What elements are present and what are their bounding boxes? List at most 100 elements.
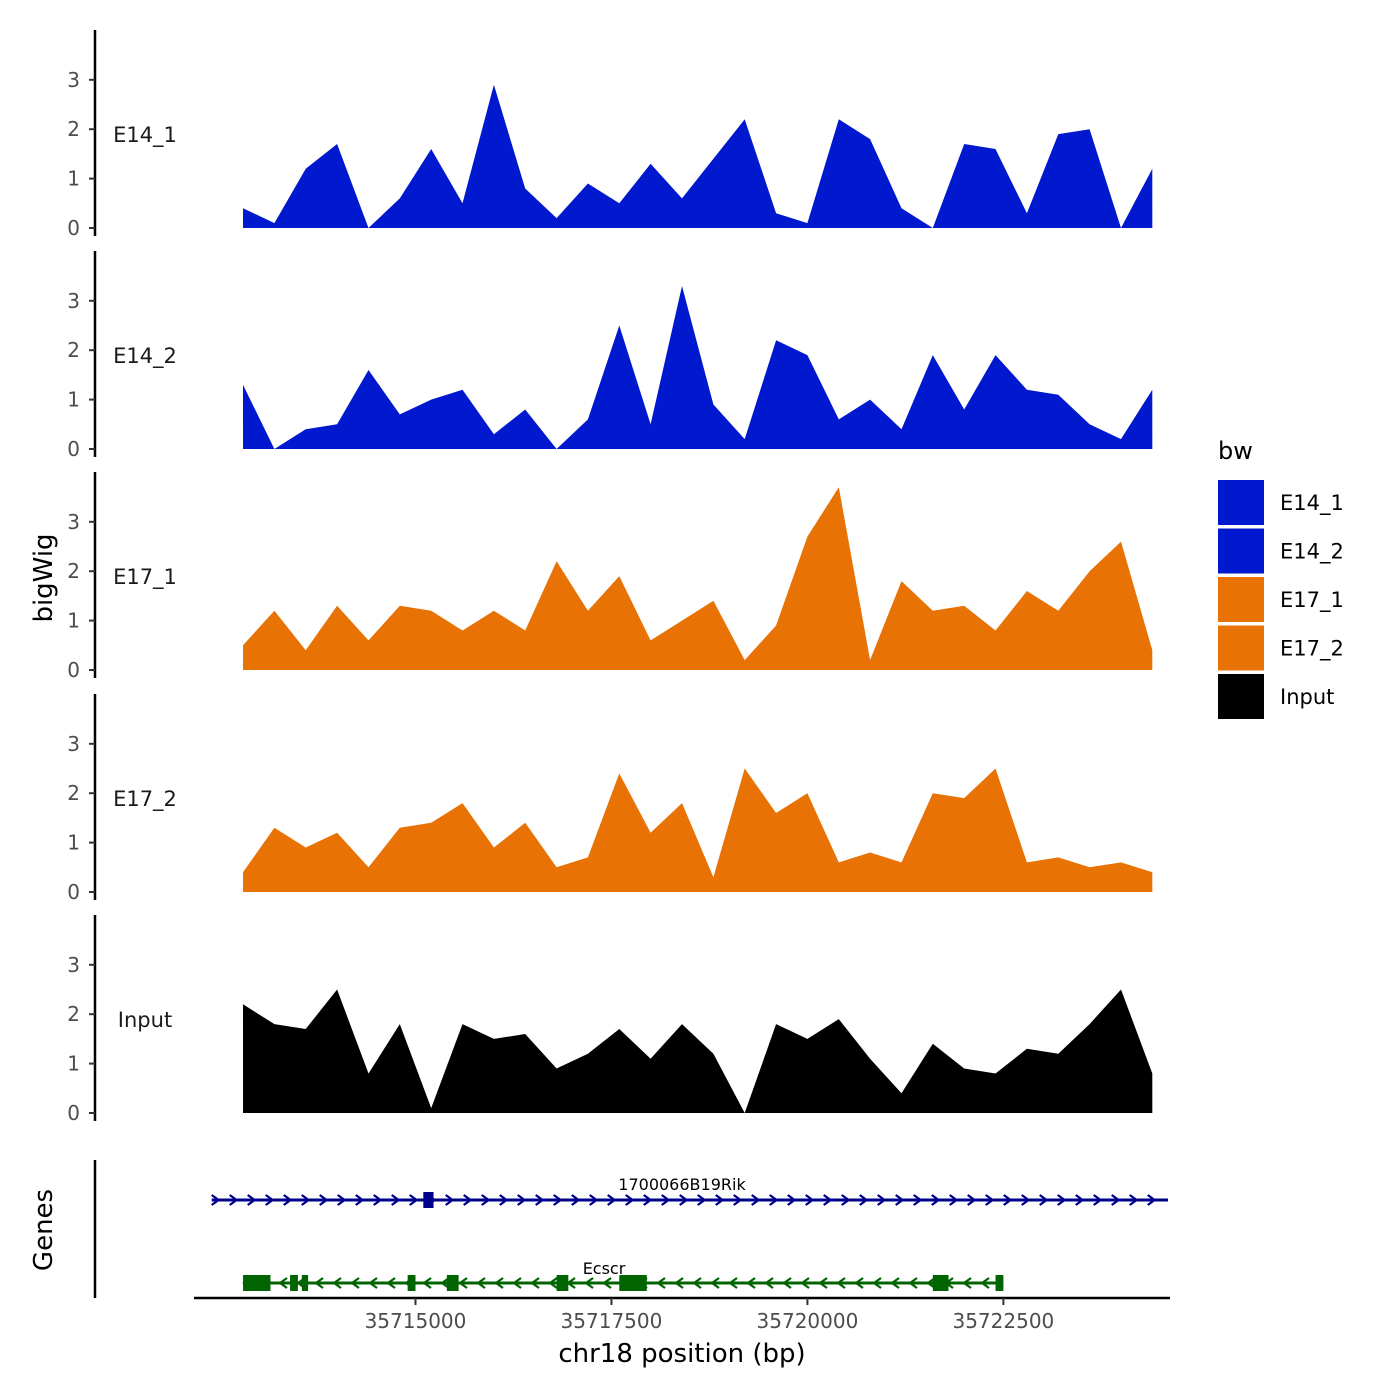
strand-chevron bbox=[926, 1277, 936, 1289]
strand-chevron bbox=[319, 1194, 329, 1206]
strand-chevron bbox=[409, 1194, 419, 1206]
strand-chevron bbox=[422, 1277, 432, 1289]
strand-chevron bbox=[211, 1194, 221, 1206]
exon-block bbox=[995, 1275, 1004, 1291]
strand-chevron bbox=[859, 1194, 869, 1206]
track-panels: 0 1 2 3 E14_1 0 1 2 3 E14_2 0 1 2 3 E17_1 0 1 2 3 E17_2 0 1 2 3… bbox=[67, 30, 1153, 1125]
strand-chevron bbox=[1003, 1194, 1013, 1206]
strand-chevron bbox=[769, 1194, 779, 1206]
strand-chevron bbox=[805, 1194, 815, 1206]
strand-chevron bbox=[895, 1194, 905, 1206]
y-tick-label: 3 bbox=[67, 510, 80, 534]
strand-chevron bbox=[661, 1194, 671, 1206]
y-tick-label: 3 bbox=[67, 68, 80, 92]
track-panel-Input: 0 1 2 3 Input bbox=[67, 915, 1153, 1125]
strand-chevron bbox=[985, 1194, 995, 1206]
strand-chevron bbox=[553, 1194, 563, 1206]
strand-chevron bbox=[949, 1194, 959, 1206]
area-Input bbox=[243, 989, 1153, 1113]
y-axis-title: bigWig bbox=[29, 533, 59, 622]
legend-label: E17_1 bbox=[1280, 588, 1344, 613]
strand-chevron bbox=[602, 1277, 612, 1289]
strand-chevron bbox=[1039, 1194, 1049, 1206]
legend-label: E14_1 bbox=[1280, 491, 1344, 516]
strand-chevron bbox=[841, 1194, 851, 1206]
strand-chevron bbox=[823, 1194, 833, 1206]
y-tick-label: 1 bbox=[67, 1052, 80, 1076]
strand-chevron bbox=[229, 1194, 239, 1206]
strand-chevron bbox=[643, 1194, 653, 1206]
strand-chevron bbox=[368, 1277, 378, 1289]
legend-swatch bbox=[1218, 625, 1264, 671]
strand-chevron bbox=[571, 1194, 581, 1206]
legend-label: E17_2 bbox=[1280, 637, 1344, 662]
strand-chevron bbox=[301, 1194, 311, 1206]
y-tick-label: 1 bbox=[67, 388, 80, 412]
y-tick-label: 0 bbox=[67, 1101, 80, 1125]
legend-item-Input: Input bbox=[1218, 674, 1334, 719]
strand-chevron bbox=[247, 1194, 257, 1206]
legend-swatch bbox=[1218, 528, 1264, 574]
strand-chevron bbox=[931, 1194, 941, 1206]
gene-panel: 1700066B19Rik Ecscr bbox=[93, 1160, 1168, 1298]
legend-item-E17_2: E17_2 bbox=[1218, 625, 1344, 671]
strand-chevron bbox=[1093, 1194, 1103, 1206]
track-label: E14_1 bbox=[113, 123, 177, 148]
strand-chevron bbox=[1147, 1194, 1157, 1206]
track-panel-E14_2: 0 1 2 3 E14_2 bbox=[67, 251, 1153, 461]
strand-chevron bbox=[548, 1277, 558, 1289]
strand-chevron bbox=[800, 1277, 810, 1289]
legend-swatch bbox=[1218, 577, 1264, 622]
gene-1700066B19Rik: 1700066B19Rik bbox=[211, 1175, 1168, 1208]
track-label: E14_2 bbox=[113, 344, 177, 369]
strand-chevron bbox=[1129, 1194, 1139, 1206]
strand-chevron bbox=[355, 1194, 365, 1206]
y-tick-label: 0 bbox=[67, 437, 80, 461]
strand-chevron bbox=[733, 1194, 743, 1206]
x-tick-label: 35722500 bbox=[952, 1309, 1054, 1333]
y-tick-label: 3 bbox=[67, 289, 80, 313]
strand-chevron bbox=[746, 1277, 756, 1289]
strand-chevron bbox=[674, 1277, 684, 1289]
exon-block bbox=[446, 1275, 459, 1291]
gene-name-label: 1700066B19Rik bbox=[618, 1175, 746, 1194]
strand-chevron bbox=[1111, 1194, 1121, 1206]
legend-label: E14_2 bbox=[1280, 540, 1344, 565]
strand-chevron bbox=[499, 1194, 509, 1206]
strand-chevron bbox=[782, 1277, 792, 1289]
x-tick-label: 35717500 bbox=[561, 1309, 663, 1333]
strand-chevron bbox=[656, 1277, 666, 1289]
strand-chevron bbox=[463, 1194, 473, 1206]
track-panel-E14_1: 0 1 2 3 E14_1 bbox=[67, 30, 1153, 240]
exon-block bbox=[301, 1275, 309, 1291]
legend: bw E14_1 E14_2 E17_1 E17_2 Input bbox=[1218, 437, 1344, 719]
strand-chevron bbox=[751, 1194, 761, 1206]
strand-chevron bbox=[710, 1277, 720, 1289]
area-E14_1 bbox=[243, 84, 1153, 228]
strand-chevron bbox=[530, 1277, 540, 1289]
area-E14_2 bbox=[243, 286, 1153, 449]
strand-chevron bbox=[373, 1194, 383, 1206]
strand-chevron bbox=[265, 1194, 275, 1206]
strand-chevron bbox=[980, 1277, 990, 1289]
y-tick-label: 2 bbox=[67, 338, 80, 362]
strand-chevron bbox=[314, 1277, 324, 1289]
strand-chevron bbox=[679, 1194, 689, 1206]
y-tick-label: 2 bbox=[67, 1002, 80, 1026]
strand-chevron bbox=[728, 1277, 738, 1289]
strand-chevron bbox=[458, 1277, 468, 1289]
strand-chevron bbox=[1057, 1194, 1067, 1206]
y-tick-label: 1 bbox=[67, 167, 80, 191]
strand-chevron bbox=[481, 1194, 491, 1206]
genes-axis-title: Genes bbox=[29, 1189, 59, 1271]
strand-chevron bbox=[872, 1277, 882, 1289]
strand-chevron bbox=[692, 1277, 702, 1289]
strand-chevron bbox=[494, 1277, 504, 1289]
x-tick-label: 35715000 bbox=[365, 1309, 467, 1333]
y-tick-label: 0 bbox=[67, 880, 80, 904]
track-label: E17_1 bbox=[113, 565, 177, 590]
legend-item-E17_1: E17_1 bbox=[1218, 577, 1344, 622]
track-label: E17_2 bbox=[113, 787, 177, 812]
y-tick-label: 2 bbox=[67, 117, 80, 141]
